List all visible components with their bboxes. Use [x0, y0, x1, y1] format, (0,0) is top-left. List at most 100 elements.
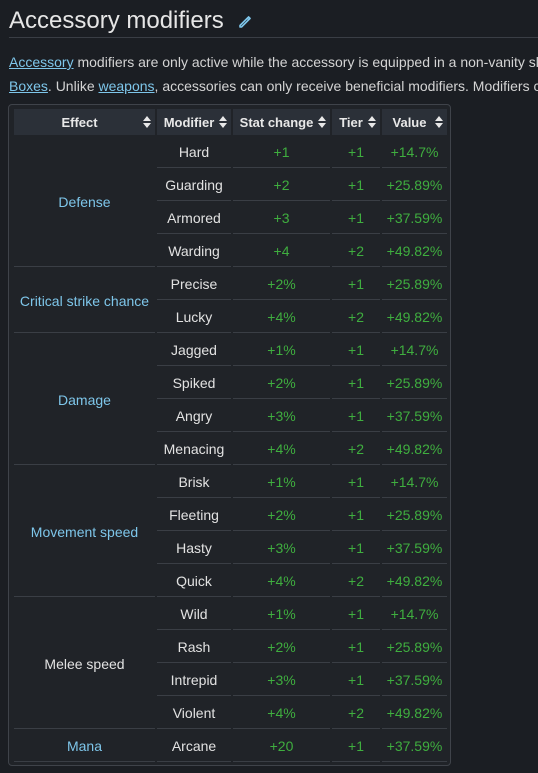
value-cell: +14.7% — [382, 599, 447, 630]
sort-icon — [219, 116, 227, 128]
tier-cell: +1 — [332, 731, 380, 762]
value-cell: +25.89% — [382, 500, 447, 531]
stat-change-cell: +4 — [233, 236, 330, 267]
stat-change-cell: +2% — [233, 632, 330, 663]
stat-change-cell: +3% — [233, 401, 330, 432]
table-row: Quick +4% +2 +49.82% — [14, 566, 447, 597]
stat-change-cell: +2% — [233, 368, 330, 399]
value-cell: +37.59% — [382, 533, 447, 564]
tier-cell: +1 — [332, 599, 380, 630]
sort-icon — [435, 116, 443, 128]
modifier-cell: Precise — [157, 269, 231, 300]
value-cell: +25.89% — [382, 170, 447, 201]
table-row: Spiked +2% +1 +25.89% — [14, 368, 447, 399]
effect-cell: Defense — [14, 137, 155, 267]
table-row: Menacing +4% +2 +49.82% — [14, 434, 447, 465]
stat-change-cell: +2% — [233, 269, 330, 300]
modifier-cell: Armored — [157, 203, 231, 234]
header-tier[interactable]: Tier — [332, 109, 380, 135]
stat-change-cell: +4% — [233, 698, 330, 729]
intro-paragraph: Accessory modifiers are only active whil… — [9, 50, 538, 98]
value-cell: +49.82% — [382, 236, 447, 267]
table-row: Lucky +4% +2 +49.82% — [14, 302, 447, 333]
effect-cell: Damage — [14, 335, 155, 465]
intro-text-1: modifiers are only active while the acce… — [73, 54, 538, 70]
accessory-link[interactable]: Accessory — [9, 54, 74, 70]
table-row: Warding +4 +2 +49.82% — [14, 236, 447, 267]
value-cell: +25.89% — [382, 632, 447, 663]
tier-cell: +1 — [332, 170, 380, 201]
value-cell: +14.7% — [382, 137, 447, 168]
modifier-cell: Hard — [157, 137, 231, 168]
section-title: Accessory modifiers — [9, 7, 224, 34]
table-row: Rash +2% +1 +25.89% — [14, 632, 447, 663]
value-cell: +37.59% — [382, 731, 447, 762]
modifier-cell: Lucky — [157, 302, 231, 333]
tier-cell: +1 — [332, 269, 380, 300]
tier-cell: +1 — [332, 335, 380, 366]
modifier-cell: Intrepid — [157, 665, 231, 696]
table-row: Angry +3% +1 +37.59% — [14, 401, 447, 432]
tier-cell: +2 — [332, 566, 380, 597]
pencil-icon[interactable] — [237, 14, 253, 30]
value-cell: +14.7% — [382, 335, 447, 366]
value-cell: +37.59% — [382, 203, 447, 234]
boxes-link[interactable]: Boxes — [9, 78, 48, 94]
effect-link[interactable]: Damage — [58, 391, 111, 408]
tier-cell: +1 — [332, 401, 380, 432]
value-cell: +49.82% — [382, 698, 447, 729]
effect-link[interactable]: Movement speed — [30, 523, 139, 540]
intro-line-2: Boxes. Unlike weapons, accessories can o… — [9, 74, 538, 98]
tier-cell: +2 — [332, 302, 380, 333]
header-stat-change[interactable]: Stat change — [233, 109, 330, 135]
header-value[interactable]: Value — [382, 109, 447, 135]
effect-cell: Critical strike chance — [14, 269, 155, 333]
tier-cell: +1 — [332, 665, 380, 696]
table-row: Mana Arcane +20 +1 +37.59% — [14, 731, 447, 762]
modifier-cell: Wild — [157, 599, 231, 630]
tier-cell: +2 — [332, 236, 380, 267]
intro-text-2: . Unlike — [47, 78, 99, 94]
stat-change-cell: +2 — [233, 170, 330, 201]
modifier-cell: Guarding — [157, 170, 231, 201]
weapons-link[interactable]: weapons — [98, 78, 155, 94]
header-effect[interactable]: Effect — [14, 109, 155, 135]
header-modifier[interactable]: Modifier — [157, 109, 231, 135]
stat-change-cell: +1% — [233, 599, 330, 630]
table-row: Damage Jagged +1% +1 +14.7% — [14, 335, 447, 465]
sort-icon — [318, 116, 326, 128]
stat-change-cell: +3 — [233, 203, 330, 234]
stat-change-cell: +1% — [233, 467, 330, 498]
stat-change-cell: +3% — [233, 665, 330, 696]
modifier-cell: Menacing — [157, 434, 231, 465]
intro-text-3: , accessories can only receive beneficia… — [154, 78, 538, 94]
table-row: Intrepid +3% +1 +37.59% — [14, 665, 447, 696]
intro-line-1: Accessory modifiers are only active whil… — [9, 50, 538, 74]
stat-change-cell: +3% — [233, 533, 330, 564]
sort-icon — [143, 116, 151, 128]
tier-cell: +1 — [332, 467, 380, 498]
effect-cell: Mana — [14, 731, 155, 762]
table-row: Movement speed Brisk +1% +1 +14.7% — [14, 467, 447, 597]
modifier-cell: Jagged — [157, 335, 231, 366]
value-cell: +49.82% — [382, 302, 447, 333]
value-cell: +49.82% — [382, 566, 447, 597]
modifier-cell: Arcane — [157, 731, 231, 762]
stat-change-cell: +4% — [233, 566, 330, 597]
modifier-cell: Brisk — [157, 467, 231, 498]
effect-link[interactable]: Defense — [58, 193, 111, 210]
stat-change-cell: +20 — [233, 731, 330, 762]
effect-link[interactable]: Mana — [66, 738, 103, 754]
modifier-cell: Spiked — [157, 368, 231, 399]
value-cell: +49.82% — [382, 434, 447, 465]
effect-link[interactable]: Critical strike chance — [19, 292, 150, 309]
table-row: Violent +4% +2 +49.82% — [14, 698, 447, 729]
effect-cell: Movement speed — [14, 467, 155, 597]
modifiers-table-container: Effect Modifier Stat change Tier Value D… — [8, 104, 451, 766]
table-row: Melee speed Wild +1% +1 +14.7% — [14, 599, 447, 729]
stat-change-cell: +4% — [233, 302, 330, 333]
effect-cell: Melee speed — [14, 599, 155, 729]
value-cell: +37.59% — [382, 665, 447, 696]
section-heading: Accessory modifiers — [9, 4, 538, 38]
